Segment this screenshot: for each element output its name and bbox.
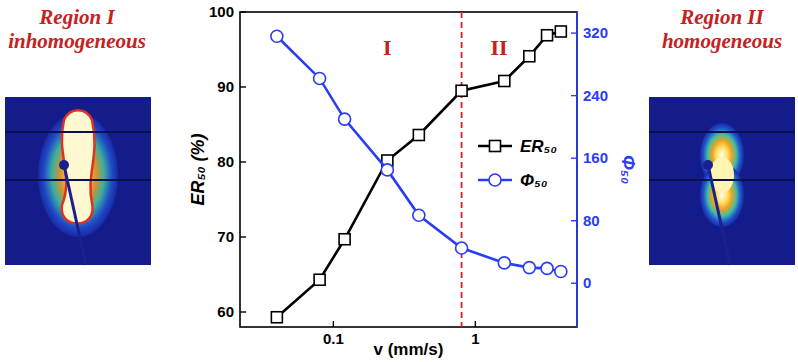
region-label: I [383, 35, 392, 60]
plot-area [271, 12, 567, 327]
chart: 0.1160708090100080160240320v (mm/s)ER₅₀ … [0, 0, 798, 362]
x-tick-label: 0.1 [323, 330, 344, 347]
marker [456, 242, 468, 254]
legend-label: Φ₅₀ [520, 171, 548, 190]
x-tick-label: 1 [471, 330, 479, 347]
y-tick [240, 11, 246, 12]
y2-tick-label: 80 [583, 212, 600, 229]
pattern-bg [649, 97, 795, 265]
marker [542, 30, 553, 41]
x-tick [333, 321, 334, 327]
y-tick [240, 311, 246, 312]
marker [499, 76, 510, 87]
panel-title: Region I [38, 5, 115, 29]
y-tick-label: 60 [217, 303, 234, 320]
detector-gap [649, 131, 795, 133]
marker [271, 312, 282, 323]
x-axis-label: v (mm/s) [374, 340, 444, 359]
y2-axis-label: Φ₅₀ [618, 155, 638, 184]
boundary-line [461, 12, 463, 327]
y-tick [240, 236, 246, 237]
panel-subtitle: inhomogeneous [8, 29, 146, 53]
marker [541, 262, 553, 274]
region-label: II [491, 35, 508, 60]
y2-tick-label: 320 [583, 24, 608, 41]
y2-tick [571, 220, 577, 221]
y-tick [240, 161, 246, 162]
detector-gap [5, 179, 151, 181]
pattern-bg [5, 97, 151, 265]
series-line [277, 32, 561, 318]
marker [339, 234, 350, 245]
y2-tick-label: 160 [583, 149, 608, 166]
legend-marker [490, 141, 501, 152]
y2-axis-line [576, 12, 578, 327]
legend-label: ER₅₀ [520, 137, 557, 156]
marker [339, 113, 351, 125]
pattern-image [5, 97, 151, 265]
marker [314, 72, 326, 84]
panel-title: Region II [679, 5, 764, 29]
marker [523, 262, 535, 274]
y2-tick [571, 157, 577, 158]
marker [498, 257, 510, 269]
y-tick-label: 100 [209, 3, 234, 20]
y2-tick-label: 240 [583, 87, 608, 104]
marker [555, 26, 566, 37]
marker [413, 209, 425, 221]
y2-tick-label: 0 [583, 274, 591, 291]
y-tick-label: 90 [217, 78, 234, 95]
marker [456, 85, 467, 96]
marker [381, 164, 393, 176]
y2-tick [571, 95, 577, 96]
y-tick-label: 80 [217, 153, 234, 170]
y-axis-label: ER₅₀ (%) [188, 133, 208, 205]
plot-frame [240, 12, 577, 327]
marker [271, 30, 283, 42]
panel-subtitle: homogeneous [662, 29, 782, 53]
y2-tick [571, 32, 577, 33]
marker [314, 274, 325, 285]
series-line [277, 36, 561, 271]
beamstop-arm [64, 165, 86, 265]
y-tick-label: 70 [217, 228, 234, 245]
detector-gap [5, 131, 151, 133]
marker [555, 266, 567, 278]
legend-marker [489, 174, 501, 186]
beamstop-arm [708, 165, 730, 265]
x-tick [475, 321, 476, 327]
marker [524, 51, 535, 62]
pattern-image [649, 97, 795, 265]
detector-gap [649, 179, 795, 181]
y2-tick [571, 283, 577, 284]
marker [413, 130, 424, 141]
y-tick [240, 86, 246, 87]
